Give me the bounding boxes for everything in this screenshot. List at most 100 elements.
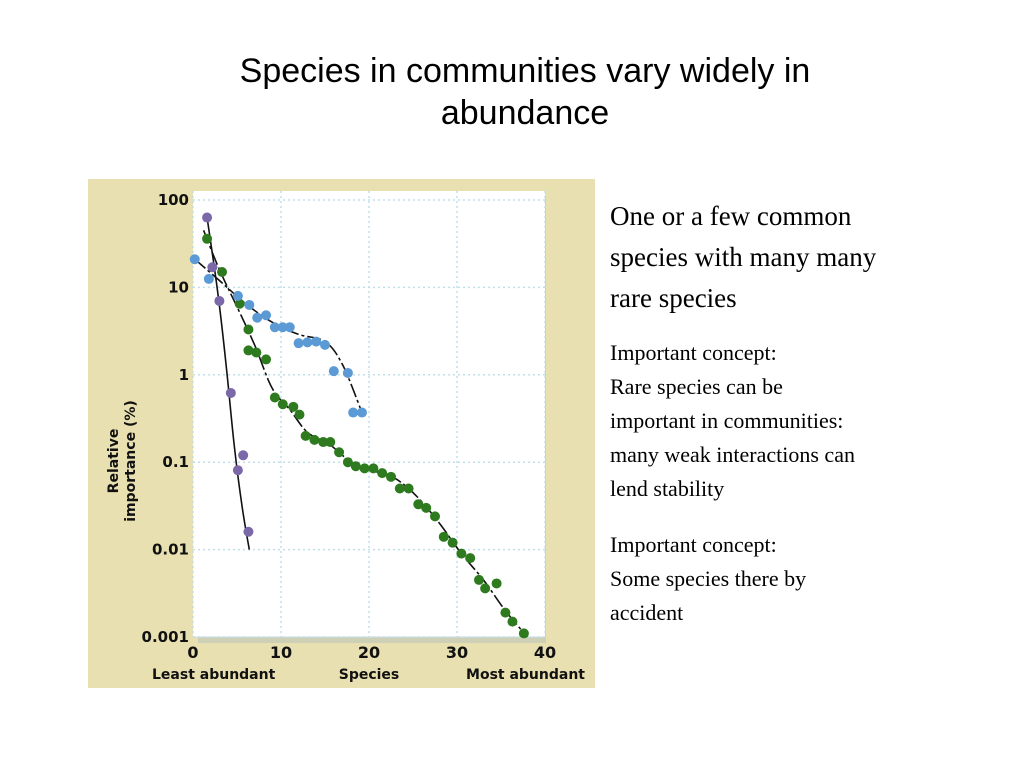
series-2-point xyxy=(269,392,280,403)
series-2-point xyxy=(403,483,414,494)
series-3-point xyxy=(293,338,304,349)
concept2-line: Important concept: xyxy=(610,532,777,557)
concept2-line: Some species there by xyxy=(610,566,807,591)
concept1-line: lend stability xyxy=(610,476,725,501)
series-2-point xyxy=(465,553,476,564)
x-tick-label: 0 xyxy=(187,643,198,662)
series-3-point xyxy=(284,322,295,333)
main-note-line: species with many many xyxy=(610,242,877,272)
series-2-point xyxy=(500,607,511,618)
series-2-point xyxy=(234,298,245,309)
x-tick-label: 10 xyxy=(270,643,292,662)
series-3-point xyxy=(244,299,255,310)
x-caption-right: Most abundant xyxy=(466,667,585,683)
x-caption-left: Least abundant xyxy=(152,667,276,683)
series-2-point xyxy=(421,502,432,513)
y-tick-label: 0.01 xyxy=(152,541,189,559)
series-2-point xyxy=(334,447,345,458)
series-2-point xyxy=(342,457,353,468)
series-2-point xyxy=(261,354,272,365)
series-3-point xyxy=(348,407,359,418)
x-tick-label: 20 xyxy=(358,643,380,662)
series-2-point xyxy=(474,574,484,585)
y-tick-label: 0.1 xyxy=(162,453,189,471)
y-tick-label: 0.001 xyxy=(142,628,189,646)
series-3-point xyxy=(189,254,200,265)
series-1-point xyxy=(202,212,213,223)
main-note-line: One or a few common xyxy=(610,201,852,231)
series-2-point xyxy=(447,537,458,548)
x-tick-label: 30 xyxy=(446,643,468,662)
main-note-line: rare species xyxy=(610,283,737,313)
series-2-point xyxy=(217,267,228,278)
series-1-point xyxy=(243,526,254,537)
series-3-point xyxy=(328,366,339,377)
concept1-line: important in communities: xyxy=(610,408,844,433)
series-2-point xyxy=(300,430,311,441)
title-line: abundance xyxy=(440,94,610,132)
series-2-point xyxy=(413,499,424,510)
series-2-point xyxy=(394,483,405,494)
y-tick-label: 10 xyxy=(168,278,189,296)
y-tick-label: 1 xyxy=(179,366,189,384)
series-2-point xyxy=(325,437,336,448)
series-2-point xyxy=(202,233,213,244)
concept1-line: Rare species can be xyxy=(610,374,783,399)
series-3-curve xyxy=(194,258,363,413)
series-2-point xyxy=(456,548,467,559)
series-2-point xyxy=(309,434,320,445)
series-3-point xyxy=(232,290,243,301)
rank-abundance-chart: 100 10 1 0.1 0.01 0.001 0 10 20 30 40 Relative im… xyxy=(88,179,595,688)
title-line: Species in communities vary widely in xyxy=(239,52,811,90)
main-note: One or a few common species with many ma… xyxy=(610,196,970,319)
series-3-point xyxy=(342,367,353,378)
series-1-curve xyxy=(206,217,251,550)
series-2-point xyxy=(438,531,449,542)
series-2-point xyxy=(288,401,299,412)
y-axis-label-line2: importance (%) xyxy=(123,400,139,522)
series-2-point xyxy=(386,471,396,482)
series-3-point xyxy=(261,310,272,321)
series-3-point xyxy=(203,273,214,284)
series-2-point xyxy=(294,409,305,420)
series-2-point xyxy=(368,463,379,474)
series-2-point xyxy=(243,324,254,335)
series-2-point xyxy=(318,437,329,448)
y-axis-label-line1: Relative xyxy=(106,429,122,494)
series-3-point xyxy=(320,339,330,350)
concept1-line: many weak interactions can xyxy=(610,442,855,467)
series-3-point xyxy=(252,312,263,323)
x-tick-label: 40 xyxy=(534,643,556,662)
series-2-point xyxy=(430,511,440,522)
concept-note-rare-species: Important concept: Rare species can be i… xyxy=(610,336,990,506)
series-2-point xyxy=(377,468,388,479)
series-2-point xyxy=(491,578,502,589)
series-2-point xyxy=(507,616,518,627)
series-2-point xyxy=(350,461,361,472)
y-tick-label: 100 xyxy=(158,191,189,209)
series-2-point xyxy=(518,628,529,639)
series-2-point xyxy=(480,583,491,594)
series-1-point xyxy=(207,262,218,273)
series-3-point xyxy=(277,322,288,333)
series-3-point xyxy=(269,322,280,333)
x-caption-center: Species xyxy=(339,667,400,683)
series-2-point xyxy=(359,463,370,474)
series-1-point xyxy=(214,295,225,306)
x-tick-labels: 0 10 20 30 40 xyxy=(187,643,556,662)
y-tick-labels: 100 10 1 0.1 0.01 0.001 xyxy=(142,191,189,646)
series-2-point xyxy=(243,345,254,356)
series-3-point xyxy=(302,337,313,348)
series-3-point xyxy=(311,336,322,347)
series-1-point xyxy=(225,387,236,398)
series-2-point xyxy=(251,347,262,358)
concept-note-accident: Important concept: Some species there by… xyxy=(610,528,990,630)
series-1-point xyxy=(232,465,243,476)
data-points xyxy=(189,212,529,639)
concept2-line: accident xyxy=(610,600,684,625)
series-3-point xyxy=(356,407,367,418)
concept1-line: Important concept: xyxy=(610,340,777,365)
slide-title: Species in communities vary widely in ab… xyxy=(140,50,910,134)
series-1-point xyxy=(238,450,249,461)
series-2-point xyxy=(277,399,288,410)
